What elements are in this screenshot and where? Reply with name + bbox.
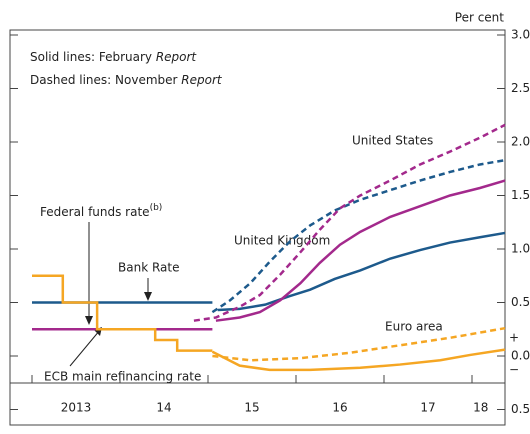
y-tick-label: 1.0 — [511, 242, 530, 256]
unit-label: Per cent — [455, 11, 505, 25]
y-tick-label: 3.0 — [511, 28, 530, 42]
note: Solid lines: February Report — [30, 50, 197, 64]
annotation-sup: (b) — [150, 203, 163, 213]
y-tick-label: 0.5 — [511, 402, 530, 416]
annotation: Federal funds rate(b) — [40, 203, 162, 219]
y-tick-label: 0.5 — [511, 295, 530, 309]
y-tick-label: 2.5 — [511, 81, 530, 95]
y-tick-label: 1.5 — [511, 188, 530, 202]
note-text: Solid lines: February — [30, 50, 156, 64]
arrowhead — [85, 316, 93, 325]
arrow — [69, 329, 101, 367]
series-line — [32, 274, 213, 352]
x-tick-label: 16 — [332, 401, 347, 415]
y-tick-label: 0.0 — [511, 349, 530, 363]
sign-label: − — [509, 363, 519, 377]
x-tick-label: 2013 — [61, 401, 92, 415]
sign-label: + — [509, 331, 519, 345]
series-line — [193, 123, 506, 322]
series-line — [211, 348, 506, 372]
x-tick-label: 14 — [156, 401, 171, 415]
annotation: United States — [352, 134, 433, 148]
y-tick-label: 2.0 — [511, 135, 530, 149]
x-tick-label: 15 — [244, 401, 259, 415]
arrowhead — [144, 292, 152, 301]
note-emph: Report — [181, 73, 223, 87]
x-tick-label: 18 — [473, 401, 488, 415]
plot-frame — [9, 29, 506, 426]
annotation: Euro area — [385, 320, 443, 334]
note-emph: Report — [156, 50, 198, 64]
annotation: Bank Rate — [118, 261, 179, 275]
series-line — [211, 158, 506, 314]
annotation-text: Federal funds rate — [40, 205, 150, 219]
note: Dashed lines: November Report — [30, 73, 223, 87]
annotation: ECB main refinancing rate — [44, 370, 201, 384]
series-line — [215, 179, 506, 322]
x-tick-label: 17 — [420, 401, 435, 415]
note-text: Dashed lines: November — [30, 73, 181, 87]
series-line — [217, 231, 506, 312]
